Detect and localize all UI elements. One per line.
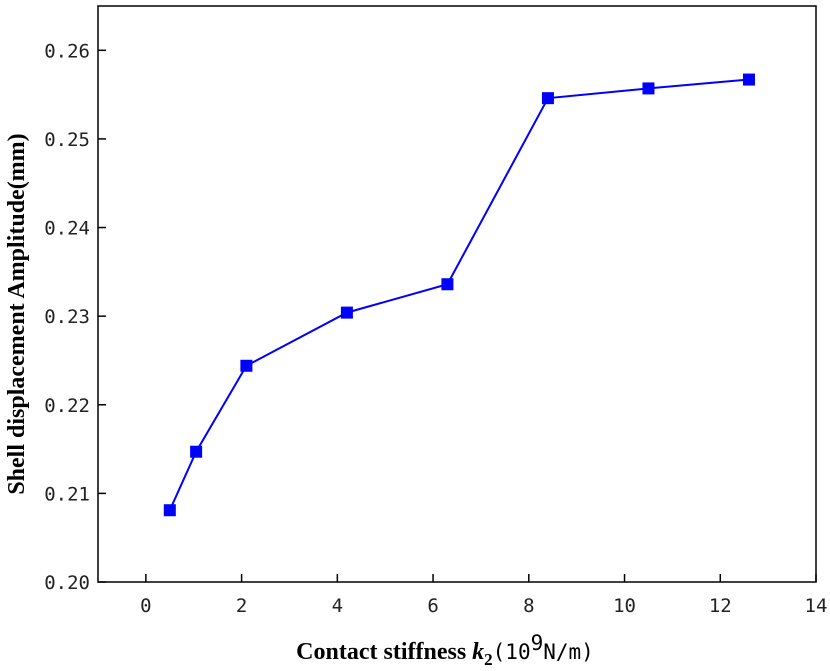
x-tick-label: 4 — [332, 595, 343, 617]
y-tick-label: 0.23 — [44, 306, 90, 328]
x-axis-unit-open: (10 — [493, 640, 531, 664]
x-tick-label: 8 — [523, 595, 534, 617]
x-tick-label: 10 — [613, 595, 636, 617]
y-axis: 0.20 0.21 0.22 0.23 0.24 0.25 0.26 — [44, 40, 106, 594]
x-axis-title: Contact stiffness k2(109N/m) — [296, 631, 594, 669]
y-tick-label: 0.25 — [44, 129, 90, 151]
data-point — [340, 306, 353, 319]
x-tick-label: 6 — [427, 595, 438, 617]
x-axis-title-subscript: 2 — [484, 650, 493, 669]
y-tick-label: 0.22 — [44, 395, 90, 417]
x-axis-unit-close: N/m) — [543, 640, 594, 664]
data-point — [742, 73, 755, 86]
y-tick-label: 0.24 — [44, 218, 90, 240]
x-tick-label: 12 — [709, 595, 732, 617]
data-point — [441, 278, 454, 291]
x-tick-label: 14 — [805, 595, 828, 617]
x-tick-label: 0 — [140, 595, 151, 617]
series-layer — [163, 73, 755, 517]
y-tick-label: 0.21 — [44, 483, 90, 505]
x-axis-title-variable: k — [472, 639, 484, 665]
x-axis-title-text: Contact stiffness — [296, 639, 472, 665]
x-tick-label: 2 — [236, 595, 247, 617]
data-point — [163, 504, 176, 517]
data-point — [240, 359, 253, 372]
data-point — [190, 445, 203, 458]
x-axis: 0 2 4 6 8 10 12 14 — [140, 574, 827, 617]
y-tick-label: 0.26 — [44, 40, 90, 62]
data-point — [642, 82, 655, 95]
y-tick-label: 0.20 — [44, 572, 90, 594]
series-line — [168, 78, 750, 511]
y-axis-title: Shell displacement Amplitude(mm) — [4, 133, 30, 494]
plot-area — [97, 5, 817, 583]
plot-border — [97, 5, 817, 583]
data-point — [541, 92, 554, 105]
x-axis-unit-superscript: 9 — [531, 631, 544, 655]
